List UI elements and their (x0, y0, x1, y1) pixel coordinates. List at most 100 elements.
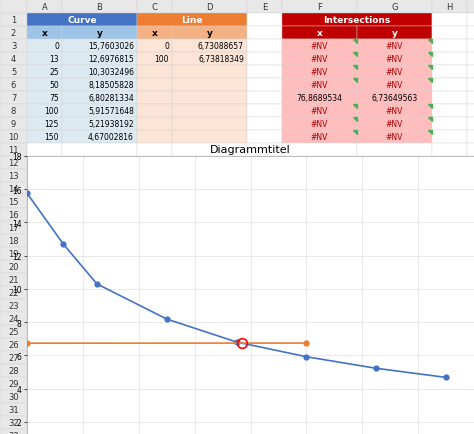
Text: 2: 2 (11, 29, 16, 38)
Bar (27, 183, 474, 196)
Bar (0, 312, 27, 325)
Text: 9: 9 (11, 120, 16, 129)
Text: #NV: #NV (386, 107, 403, 116)
Bar (247, 40, 282, 53)
Text: 4,67002816: 4,67002816 (88, 133, 134, 141)
Bar (62, 118, 137, 131)
Bar (282, 53, 357, 66)
Polygon shape (354, 131, 357, 134)
Bar (247, 0, 282, 14)
Bar (357, 40, 432, 53)
Text: 50: 50 (49, 81, 59, 90)
Text: 27: 27 (8, 353, 19, 362)
Bar (0, 221, 27, 234)
Bar (282, 0, 357, 14)
Bar (62, 53, 137, 66)
Bar (172, 105, 247, 118)
Text: 15: 15 (8, 197, 19, 207)
Bar (432, 66, 467, 79)
Bar (27, 325, 474, 338)
Bar (0, 351, 27, 364)
Text: 76,8689534: 76,8689534 (297, 94, 343, 103)
Bar (0, 66, 27, 79)
Bar (282, 27, 357, 40)
Bar (137, 118, 172, 131)
Bar (282, 118, 357, 131)
Polygon shape (354, 53, 357, 56)
Polygon shape (428, 40, 432, 43)
Bar (27, 131, 62, 144)
Bar (27, 273, 474, 286)
Bar (0, 14, 27, 27)
Bar (27, 247, 474, 260)
Bar (0, 234, 27, 247)
Text: 17: 17 (8, 224, 19, 233)
Bar (62, 92, 137, 105)
Bar (62, 27, 137, 40)
Bar (357, 118, 432, 131)
Bar (0, 0, 27, 14)
Bar (0, 325, 27, 338)
Bar (357, 0, 432, 14)
Text: y: y (392, 29, 397, 38)
Text: 100: 100 (45, 107, 59, 116)
Bar (137, 92, 172, 105)
Text: Line: Line (181, 16, 203, 25)
Text: 14: 14 (8, 184, 19, 194)
Text: 29: 29 (8, 379, 19, 388)
Text: B: B (97, 3, 102, 11)
Text: 5: 5 (11, 68, 16, 77)
Polygon shape (428, 66, 432, 69)
Bar (467, 0, 474, 14)
Bar (137, 66, 172, 79)
Text: 6,73088657: 6,73088657 (198, 42, 244, 51)
Bar (432, 92, 467, 105)
Text: 6,73649563: 6,73649563 (371, 94, 418, 103)
Bar (172, 40, 247, 53)
Bar (432, 79, 467, 92)
Bar (27, 14, 137, 27)
Text: #NV: #NV (311, 81, 328, 90)
Text: x: x (152, 29, 157, 38)
Text: 8,18505828: 8,18505828 (89, 81, 134, 90)
Bar (0, 416, 27, 429)
Bar (27, 390, 474, 403)
Bar (137, 0, 172, 14)
Bar (137, 27, 172, 40)
Bar (172, 92, 247, 105)
Bar (0, 273, 27, 286)
Bar (467, 144, 474, 157)
Bar (432, 131, 467, 144)
Text: 5,21938192: 5,21938192 (88, 120, 134, 129)
Bar (62, 40, 137, 53)
Bar (247, 79, 282, 92)
Bar (247, 118, 282, 131)
Text: #NV: #NV (386, 42, 403, 51)
Text: 20: 20 (8, 263, 19, 271)
Bar (0, 429, 27, 434)
Bar (282, 131, 357, 144)
Bar (27, 260, 474, 273)
Text: #NV: #NV (386, 81, 403, 90)
Text: #NV: #NV (311, 107, 328, 116)
Text: G: G (391, 3, 398, 11)
Bar (0, 170, 27, 183)
Text: x: x (42, 29, 47, 38)
Bar (0, 183, 27, 196)
Bar (27, 429, 474, 434)
Bar (247, 92, 282, 105)
Text: #NV: #NV (386, 120, 403, 129)
Bar (27, 351, 474, 364)
Text: 10: 10 (8, 133, 19, 141)
Text: 7: 7 (11, 94, 16, 103)
Bar (0, 403, 27, 416)
Text: x: x (317, 29, 322, 38)
Text: 24: 24 (8, 314, 19, 323)
Text: 12,6976815: 12,6976815 (88, 55, 134, 64)
Bar (137, 79, 172, 92)
Text: 26: 26 (8, 340, 19, 349)
Bar (0, 247, 27, 260)
Bar (27, 286, 474, 299)
Text: 12: 12 (8, 159, 19, 168)
Text: 0: 0 (54, 42, 59, 51)
